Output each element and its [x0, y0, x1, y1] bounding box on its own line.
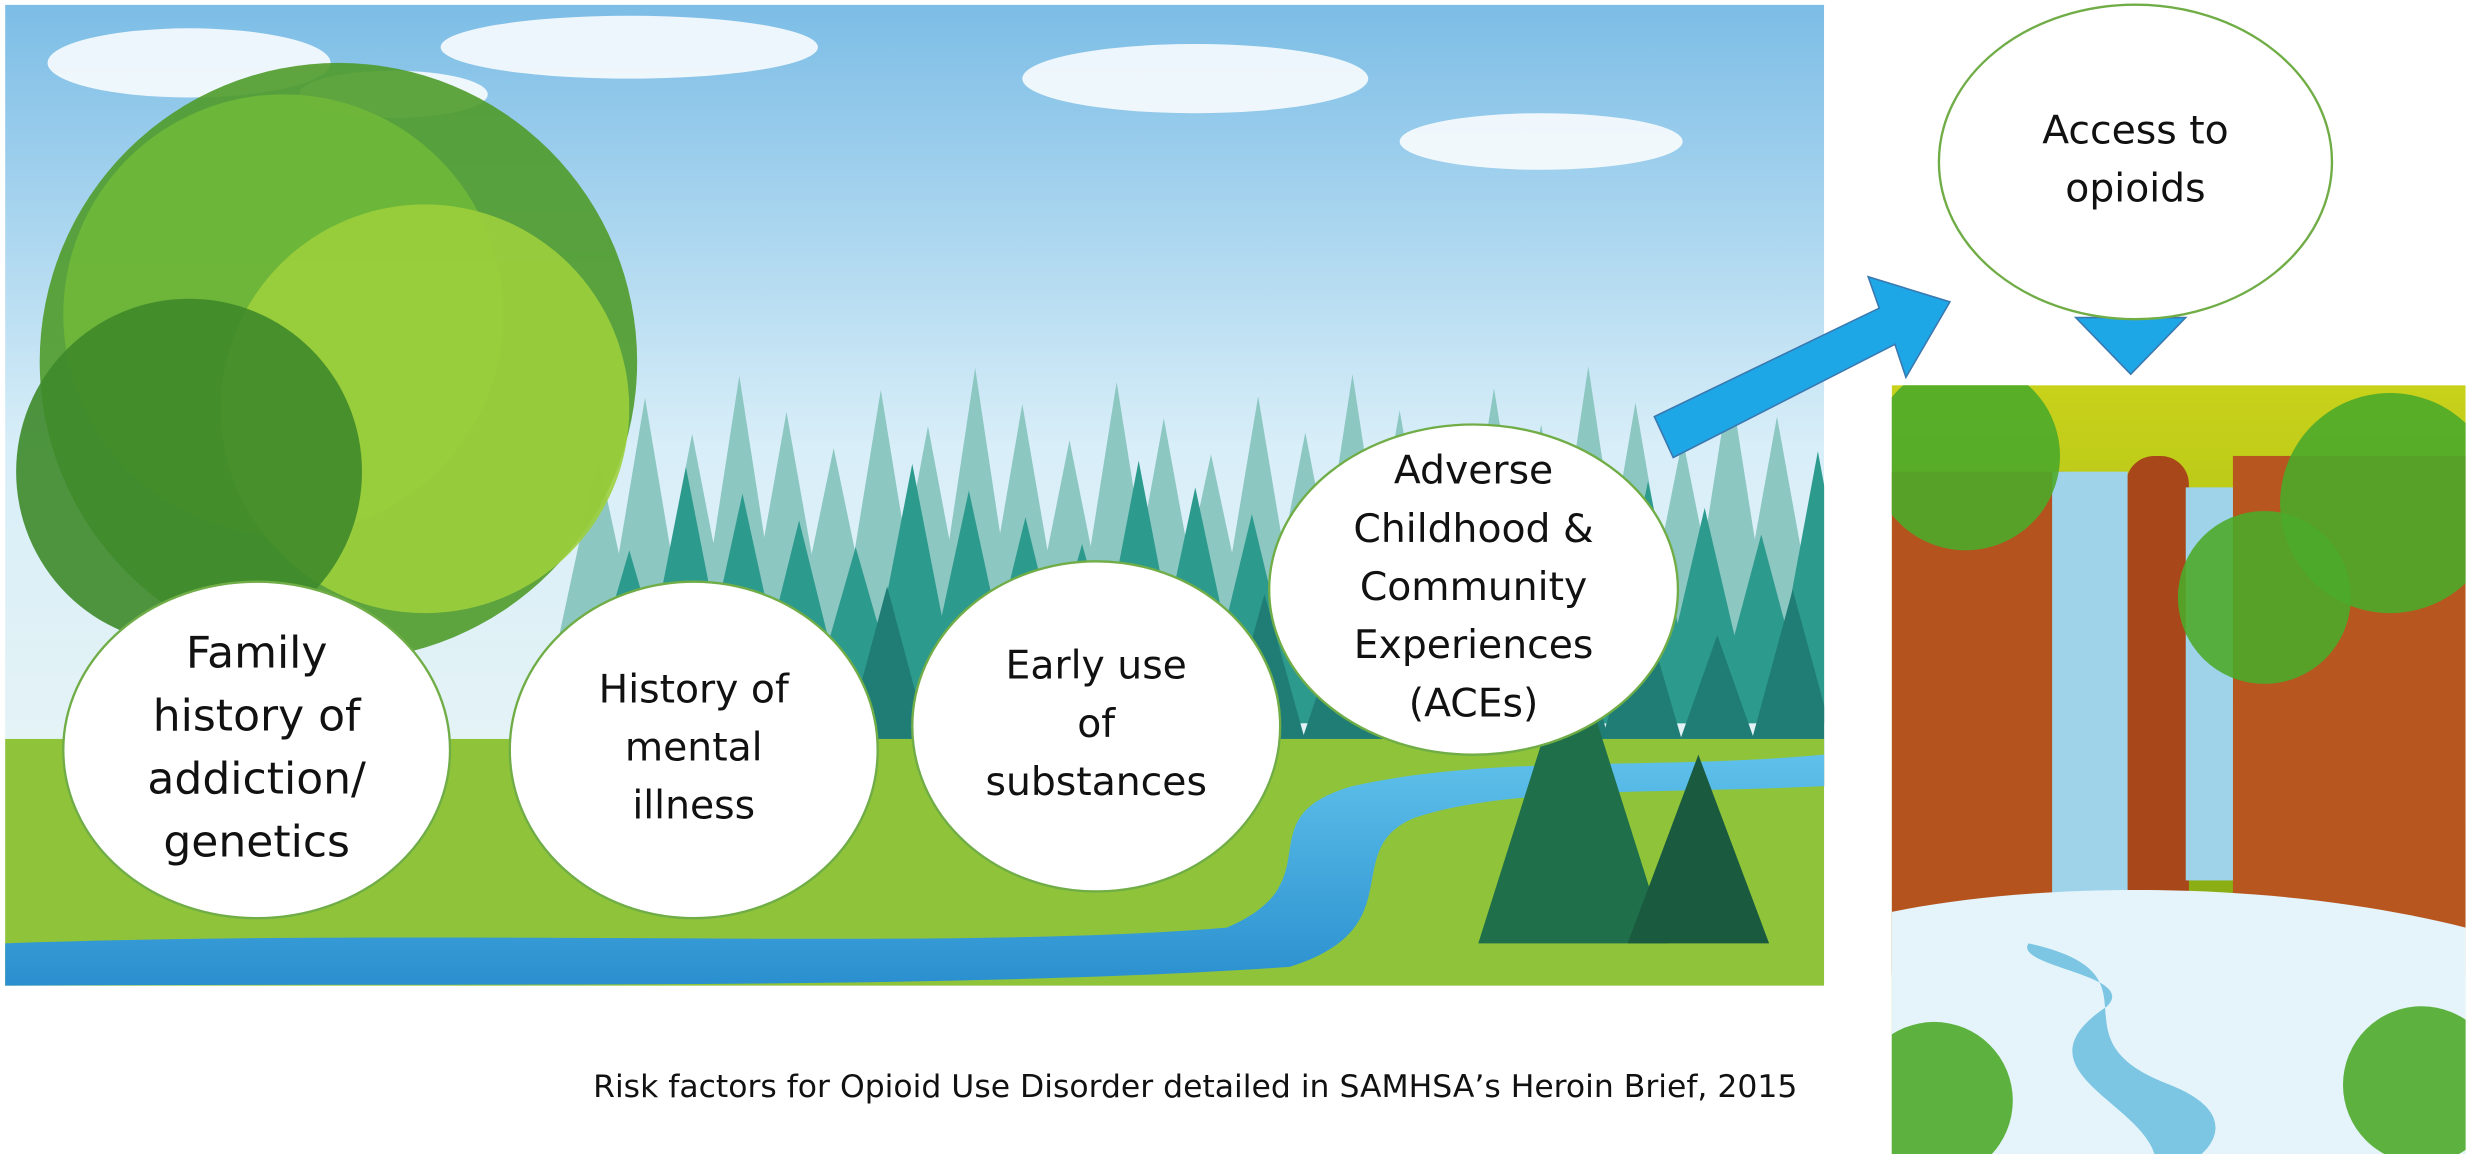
node-label: Family [186, 628, 328, 679]
node-label: addiction/ [147, 753, 366, 804]
node-label: history of [153, 690, 362, 741]
node-label: genetics [163, 816, 350, 867]
node-label: opioids [2065, 167, 2205, 212]
cloud [1400, 113, 1683, 170]
node-label: Community [1360, 565, 1587, 610]
rock-pillar [2126, 456, 2189, 928]
foliage [2178, 511, 2351, 684]
node-label: Adverse [1394, 449, 1553, 494]
node-label: substances [985, 760, 1206, 805]
node-label: mental [625, 725, 763, 770]
node-label: Early use [1006, 644, 1187, 689]
node-label: illness [632, 784, 755, 829]
node-label: History of [599, 667, 790, 712]
cloud [1022, 44, 1368, 113]
node-label: Childhood & [1353, 507, 1593, 552]
caption: Risk factors for Opioid Use Disorder det… [593, 1069, 1797, 1105]
waterfall-scene [1856, 362, 2466, 1154]
page: Family history of addiction/genetics Histor… [0, 0, 2466, 1154]
node-label: Access to [2042, 108, 2228, 153]
falls-left [2052, 472, 2127, 896]
node-label: of [1077, 702, 1116, 747]
foliage [1871, 362, 2060, 551]
node-ellipse [1939, 5, 2332, 319]
node-label: Experiences [1354, 623, 1594, 668]
diagram: Family history of addiction/genetics Histor… [0, 0, 2466, 1154]
cloud [441, 16, 818, 79]
node-label: (ACEs) [1409, 681, 1539, 726]
